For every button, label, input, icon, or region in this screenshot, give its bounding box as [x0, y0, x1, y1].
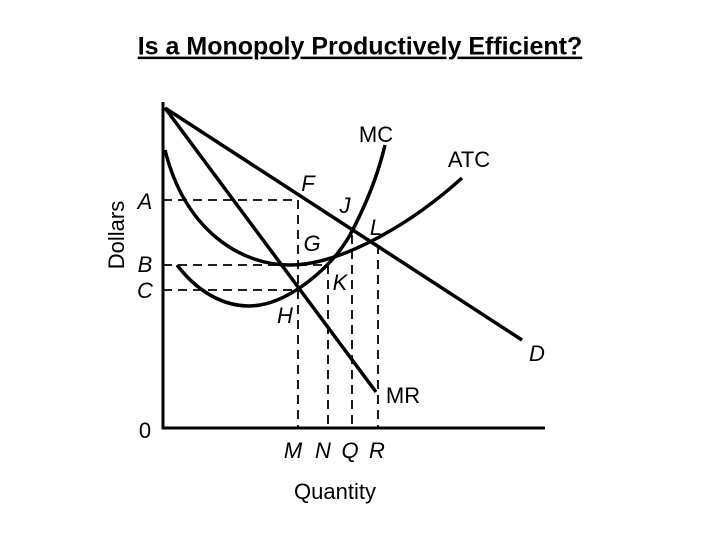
point-label: L — [370, 215, 382, 240]
curve-label: D — [529, 341, 545, 366]
title: Is a Monopoly Productively Efficient? — [138, 33, 583, 61]
point-label: G — [303, 231, 320, 256]
mc-curve — [175, 144, 387, 308]
y-axis-label: Dollars — [104, 201, 129, 269]
point-label: K — [333, 270, 349, 295]
y-point-label: A — [136, 189, 153, 214]
curve-label: MC — [359, 122, 393, 147]
x-point-label: M — [284, 438, 303, 463]
x-point-label: R — [369, 438, 385, 463]
curve-label: MR — [386, 383, 420, 408]
point-label: J — [339, 193, 352, 218]
dashed-guides — [163, 199, 379, 428]
curve-label: ATC — [448, 147, 490, 172]
axes — [161, 102, 545, 430]
x-point-label: Q — [341, 438, 358, 463]
y-point-label: B — [138, 252, 153, 277]
y-point-label: C — [137, 278, 153, 303]
curves — [163, 106, 523, 394]
x-axis-label: Quantity — [294, 479, 376, 504]
mr-curve — [163, 106, 378, 394]
point-label: F — [301, 171, 316, 196]
point-label: H — [277, 303, 293, 328]
atc-curve — [163, 149, 464, 267]
x-point-label: N — [315, 438, 331, 463]
demand-curve — [164, 106, 523, 342]
origin-label: 0 — [139, 418, 151, 443]
